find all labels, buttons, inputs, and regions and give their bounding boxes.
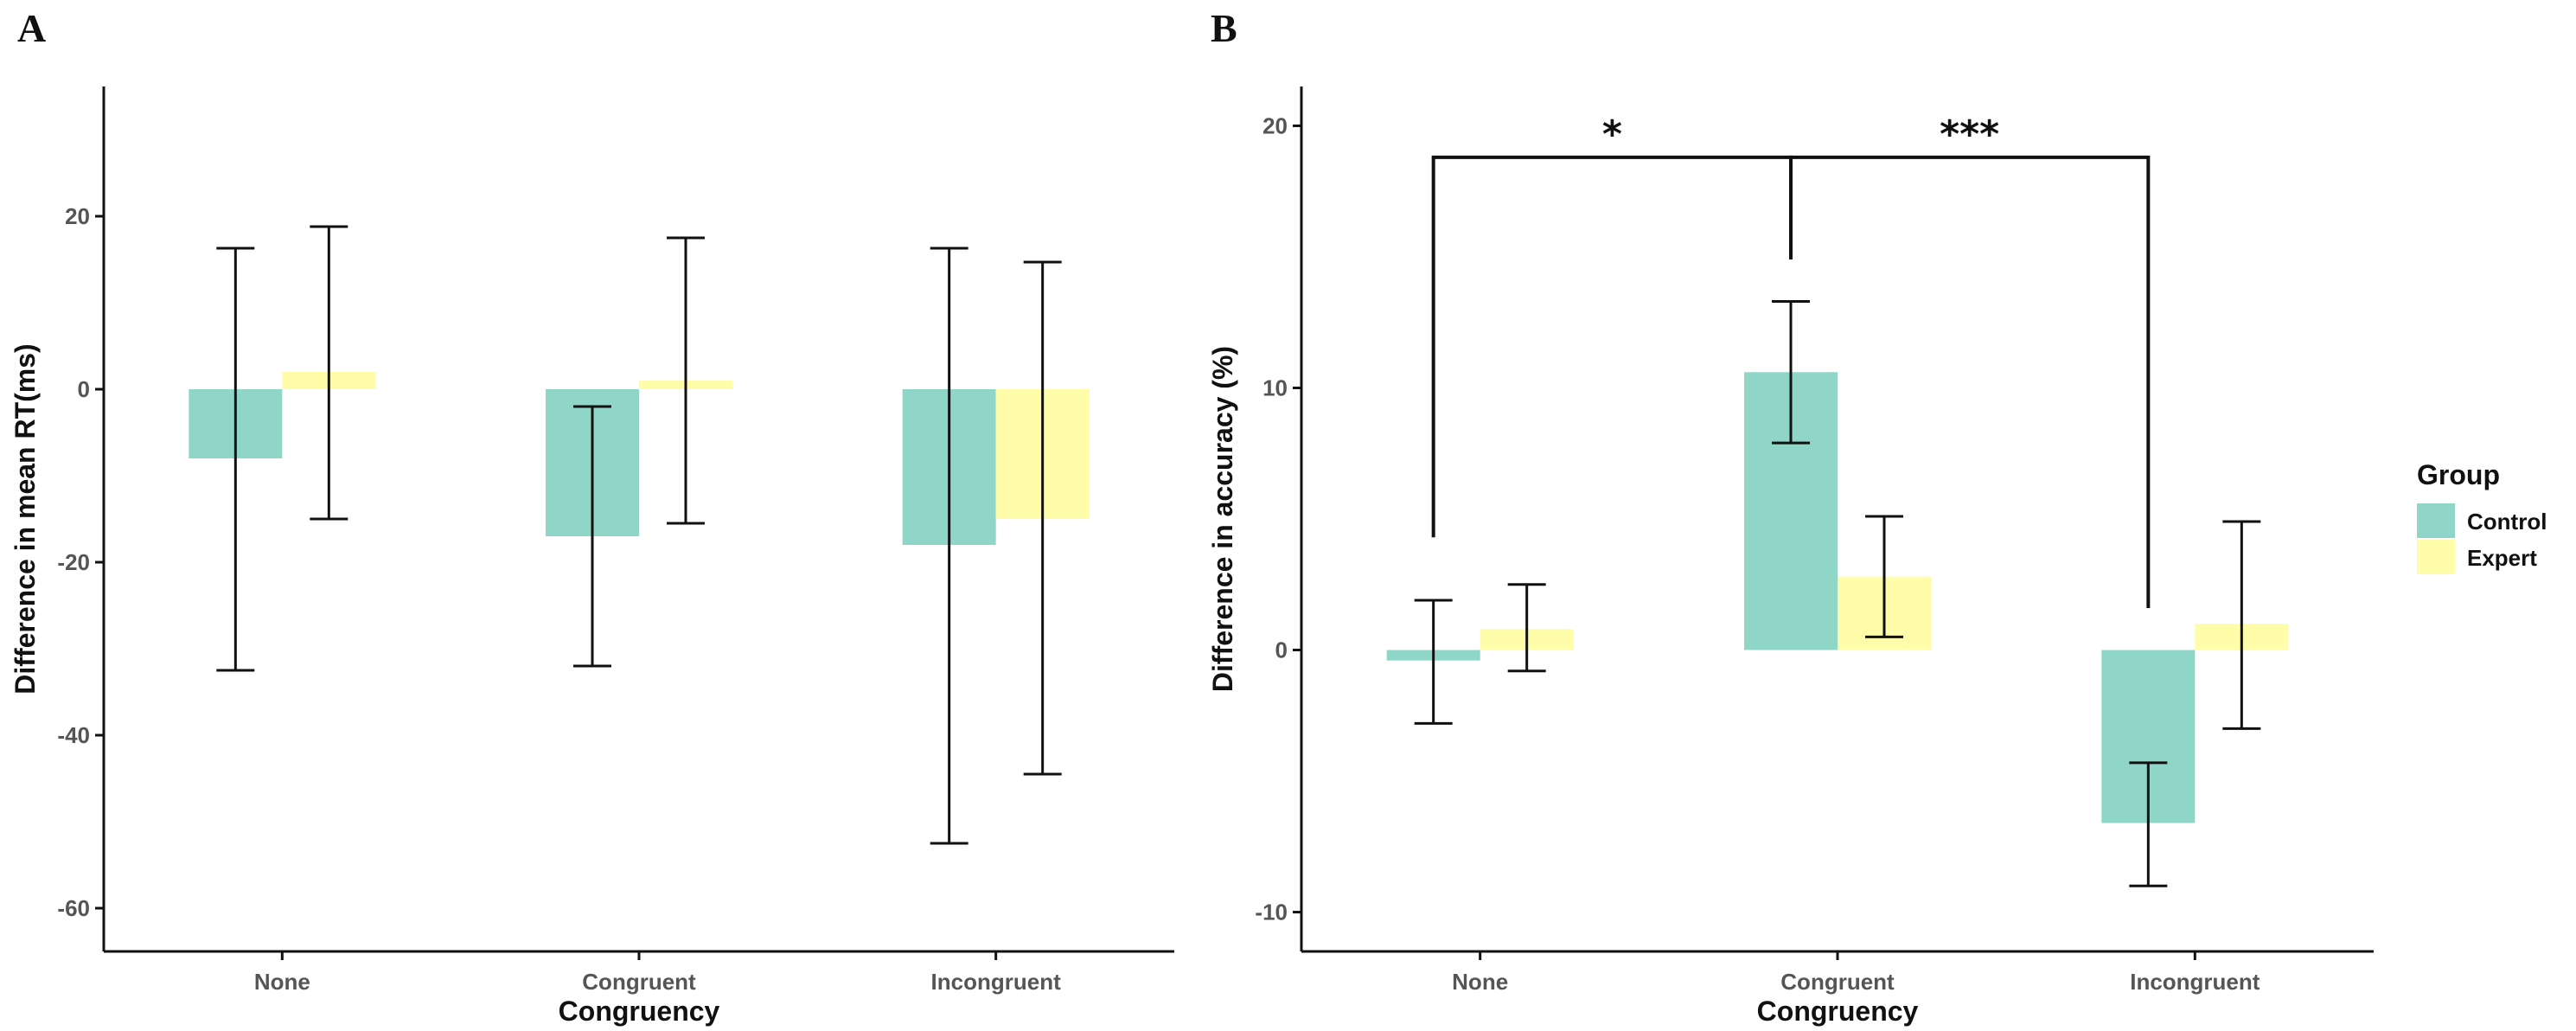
- y-tick-label-b: -10: [1255, 900, 1288, 925]
- x-tick-label-a-incongruent: Incongruent: [931, 969, 1062, 995]
- error-bar-b-control-none: [1414, 599, 1453, 725]
- error-bar-b-expert-congruent: [1865, 515, 1903, 638]
- x-axis-title-a: Congruency: [559, 996, 720, 1027]
- y-tick-label-b: 0: [1275, 637, 1288, 663]
- chart-panel-a: -60 -40 -20 0 20 None Congruent Incongruent Cong…: [10, 86, 1174, 1027]
- x-tick-label-b-none: None: [1452, 969, 1508, 995]
- legend: Group Control Expert: [2417, 459, 2547, 574]
- x-tick-label-b-incongruent: Incongruent: [2130, 969, 2260, 995]
- y-axis-title-b: Difference in accuracy (%): [1207, 346, 1238, 692]
- legend-label-control: Control: [2467, 509, 2547, 535]
- y-tick-label-a: -20: [57, 549, 90, 575]
- y-axis-title-a: Difference in mean RT(ms): [10, 343, 41, 694]
- error-bar-a-expert-incongruent: [1023, 260, 1062, 776]
- x-tick-label-a-none: None: [254, 969, 310, 995]
- error-bar-a-control-none: [216, 247, 255, 672]
- bracket-line: [1431, 155, 1793, 538]
- significance-bracket-b-congruent-incongruent: ***: [1789, 112, 2151, 609]
- y-tick-label-a: -60: [57, 895, 90, 921]
- error-bar-b-control-congruent: [1772, 299, 1810, 445]
- legend-swatch-expert: [2417, 540, 2455, 574]
- error-bar-b-expert-incongruent: [2222, 520, 2261, 730]
- legend-label-expert: Expert: [2467, 545, 2537, 571]
- panel-b-letter: B: [1211, 6, 1237, 50]
- y-tick-label-b: 20: [1262, 112, 1288, 138]
- y-tick-label-a: 0: [78, 376, 90, 402]
- y-tick-label-a: -40: [57, 722, 90, 748]
- error-bar-a-control-incongruent: [930, 247, 968, 845]
- x-axis-title-b: Congruency: [1757, 996, 1919, 1027]
- legend-swatch-control: [2417, 503, 2455, 538]
- x-tick-label-b-congruent: Congruent: [1780, 969, 1895, 995]
- significance-label: ***: [1940, 112, 1999, 157]
- panel-a-letter: A: [17, 6, 46, 50]
- error-bar-a-expert-none: [310, 225, 348, 521]
- legend-title: Group: [2417, 459, 2500, 490]
- x-tick-label-a-congruent: Congruent: [582, 969, 696, 995]
- chart-panel-b: -10 0 10 20 None Congruent Incongruent Congruen…: [1207, 86, 2374, 1027]
- significance-bracket-b-none-congruent: *: [1431, 112, 1793, 538]
- error-bar-a-control-congruent: [573, 405, 611, 668]
- significance-label: *: [1602, 112, 1622, 157]
- y-tick-label-a: 20: [65, 203, 90, 229]
- bracket-line: [1789, 155, 2151, 609]
- error-bar-a-expert-congruent: [667, 236, 705, 525]
- y-tick-label-b: 10: [1262, 375, 1288, 400]
- error-bar-b-expert-none: [1507, 583, 1546, 673]
- error-bar-b-control-incongruent: [2129, 761, 2168, 887]
